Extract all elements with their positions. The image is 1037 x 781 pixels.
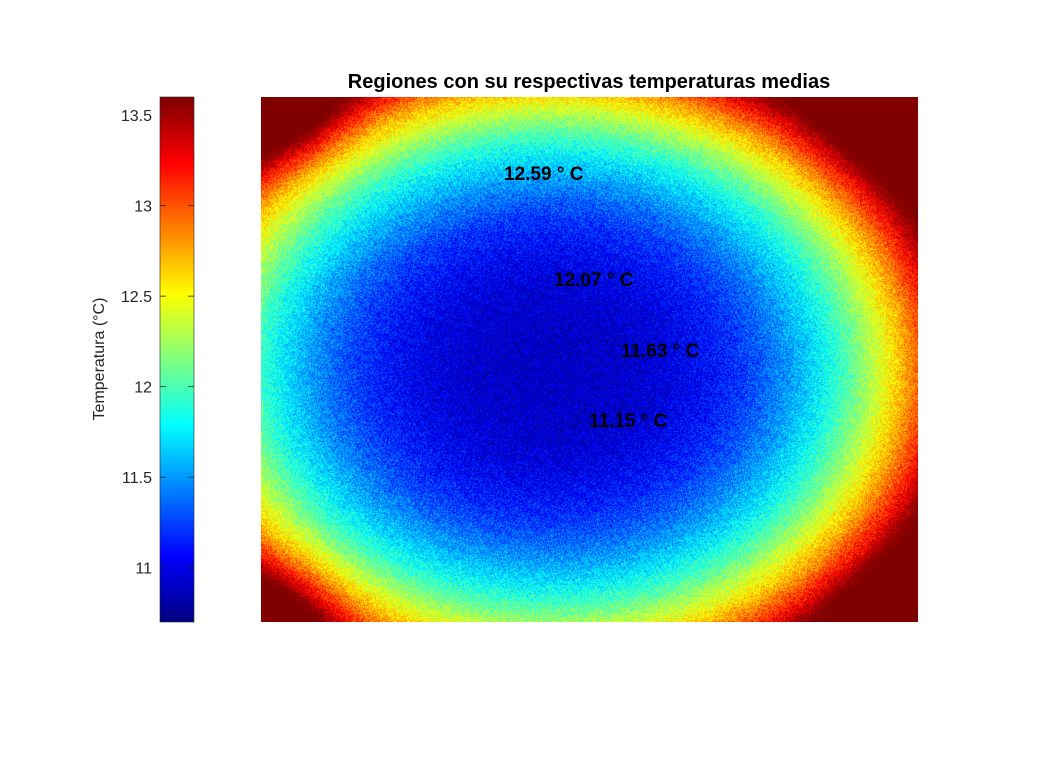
colorbar-gradient	[160, 97, 194, 622]
colorbar-ticks: 11 11.5 12 12.5 13 13.5	[121, 108, 194, 578]
colorbar-tick-label: 13.5	[121, 108, 152, 125]
colorbar-tick-label: 11	[135, 561, 152, 578]
colorbar-tick-label: 11.5	[122, 470, 152, 487]
annotation-region-4: 11.15 ° C	[589, 411, 668, 432]
annotation-region-2: 12.07 ° C	[554, 270, 634, 291]
colorbar-tick-label: 12.5	[121, 289, 152, 306]
colorbar-label: Temperatura (°C)	[91, 298, 108, 421]
annotation-region-3: 11.63 ° C	[621, 341, 700, 362]
colorbar-tick-label: 12	[134, 380, 152, 397]
chart-title: Regiones con su respectivas temperaturas…	[348, 71, 830, 93]
annotation-region-1: 12.59 ° C	[504, 164, 584, 185]
colorbar-tick-label: 13	[134, 199, 152, 216]
colorbar: 11 11.5 12 12.5 13 13.5	[121, 96, 195, 623]
heatmap	[261, 97, 918, 622]
